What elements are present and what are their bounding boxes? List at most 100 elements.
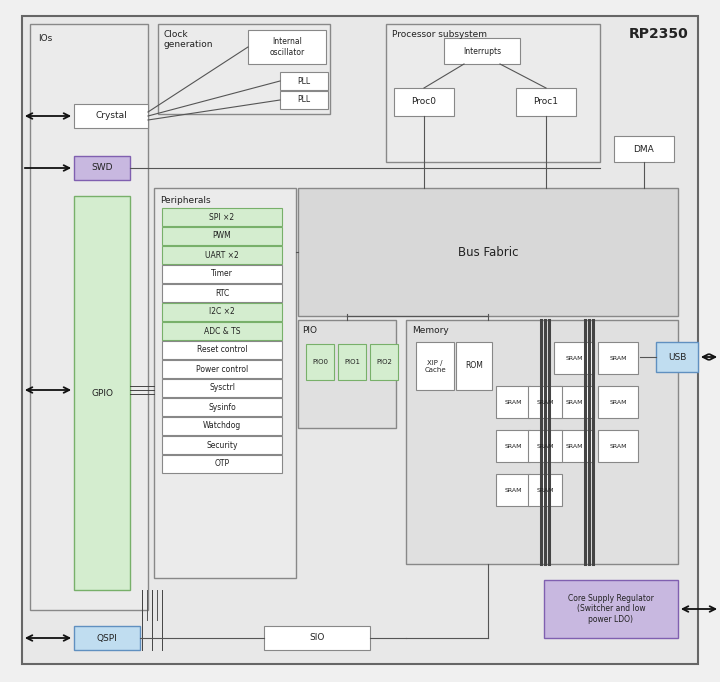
- Text: Reset control: Reset control: [197, 346, 247, 355]
- Text: IOs: IOs: [38, 34, 53, 43]
- Bar: [416, 342, 454, 390]
- Bar: [162, 322, 282, 340]
- Text: SWD: SWD: [91, 164, 113, 173]
- Text: RP2350: RP2350: [629, 27, 688, 41]
- Bar: [162, 341, 282, 359]
- Bar: [162, 455, 282, 473]
- Bar: [444, 38, 520, 64]
- Bar: [496, 386, 530, 418]
- Text: SRAM: SRAM: [536, 488, 554, 492]
- Bar: [554, 430, 594, 462]
- Bar: [162, 303, 282, 321]
- Bar: [298, 320, 396, 428]
- Bar: [598, 386, 638, 418]
- Bar: [528, 430, 562, 462]
- Bar: [74, 196, 130, 590]
- Bar: [496, 474, 530, 506]
- Bar: [298, 188, 678, 316]
- Text: Sysinfo: Sysinfo: [208, 402, 236, 411]
- Text: PIO2: PIO2: [376, 359, 392, 365]
- Bar: [496, 430, 530, 462]
- Bar: [280, 72, 328, 90]
- Bar: [406, 320, 678, 564]
- Text: SRAM: SRAM: [609, 400, 626, 404]
- Text: Core Supply Regulator
(Switcher and low
power LDO): Core Supply Regulator (Switcher and low …: [568, 594, 654, 624]
- Text: Memory: Memory: [412, 326, 449, 335]
- Text: SPI ×2: SPI ×2: [210, 213, 235, 222]
- Text: Power control: Power control: [196, 364, 248, 374]
- Bar: [162, 246, 282, 264]
- Text: Peripherals: Peripherals: [160, 196, 211, 205]
- Bar: [516, 88, 576, 116]
- Text: Internal
oscillator: Internal oscillator: [269, 38, 305, 57]
- Bar: [264, 626, 370, 650]
- Bar: [162, 417, 282, 435]
- Text: Crystal: Crystal: [95, 111, 127, 121]
- Text: SIO: SIO: [310, 634, 325, 642]
- Bar: [162, 398, 282, 416]
- Text: Clock
generation: Clock generation: [164, 30, 214, 49]
- Bar: [614, 136, 674, 162]
- Text: SRAM: SRAM: [536, 400, 554, 404]
- Bar: [158, 24, 330, 114]
- Text: RTC: RTC: [215, 288, 229, 297]
- Bar: [554, 386, 594, 418]
- Text: I2C ×2: I2C ×2: [209, 308, 235, 316]
- Bar: [162, 284, 282, 302]
- Text: Watchdog: Watchdog: [203, 421, 241, 430]
- Text: SRAM: SRAM: [565, 355, 582, 361]
- Bar: [74, 626, 140, 650]
- Text: Sysctrl: Sysctrl: [209, 383, 235, 393]
- Text: SRAM: SRAM: [609, 443, 626, 449]
- Text: PWM: PWM: [212, 231, 231, 241]
- Bar: [528, 474, 562, 506]
- Bar: [338, 344, 366, 380]
- Bar: [30, 24, 148, 610]
- Text: GPIO: GPIO: [91, 389, 113, 398]
- Text: PIO1: PIO1: [344, 359, 360, 365]
- Bar: [154, 188, 296, 578]
- Bar: [370, 344, 398, 380]
- Text: SRAM: SRAM: [609, 355, 626, 361]
- Bar: [656, 342, 698, 372]
- Text: USB: USB: [668, 353, 686, 361]
- Text: PLL: PLL: [297, 95, 310, 104]
- Text: Proc0: Proc0: [412, 98, 436, 106]
- Text: DMA: DMA: [634, 145, 654, 153]
- Text: Interrupts: Interrupts: [463, 46, 501, 55]
- Text: OTP: OTP: [215, 460, 230, 469]
- Text: Timer: Timer: [211, 269, 233, 278]
- Text: QSPI: QSPI: [96, 634, 117, 642]
- Text: SRAM: SRAM: [504, 488, 522, 492]
- Bar: [386, 24, 600, 162]
- Text: Security: Security: [206, 441, 238, 449]
- Bar: [554, 342, 594, 374]
- Text: Bus Fabric: Bus Fabric: [458, 246, 518, 258]
- Text: UART ×2: UART ×2: [205, 250, 239, 259]
- Text: PLL: PLL: [297, 76, 310, 85]
- Text: SRAM: SRAM: [565, 400, 582, 404]
- Bar: [162, 227, 282, 245]
- Text: ADC & TS: ADC & TS: [204, 327, 240, 336]
- Bar: [162, 360, 282, 378]
- Text: SRAM: SRAM: [536, 443, 554, 449]
- Bar: [162, 436, 282, 454]
- Bar: [248, 30, 326, 64]
- Bar: [162, 208, 282, 226]
- Bar: [280, 91, 328, 109]
- Bar: [598, 430, 638, 462]
- Bar: [162, 265, 282, 283]
- Bar: [394, 88, 454, 116]
- Text: Proc1: Proc1: [534, 98, 559, 106]
- Text: SRAM: SRAM: [504, 400, 522, 404]
- Text: SRAM: SRAM: [504, 443, 522, 449]
- Bar: [456, 342, 492, 390]
- Text: SRAM: SRAM: [565, 443, 582, 449]
- Bar: [598, 342, 638, 374]
- Bar: [528, 386, 562, 418]
- Bar: [306, 344, 334, 380]
- Bar: [162, 379, 282, 397]
- Text: XIP /
Cache: XIP / Cache: [424, 359, 446, 372]
- Bar: [544, 580, 678, 638]
- Text: PIO: PIO: [302, 326, 317, 335]
